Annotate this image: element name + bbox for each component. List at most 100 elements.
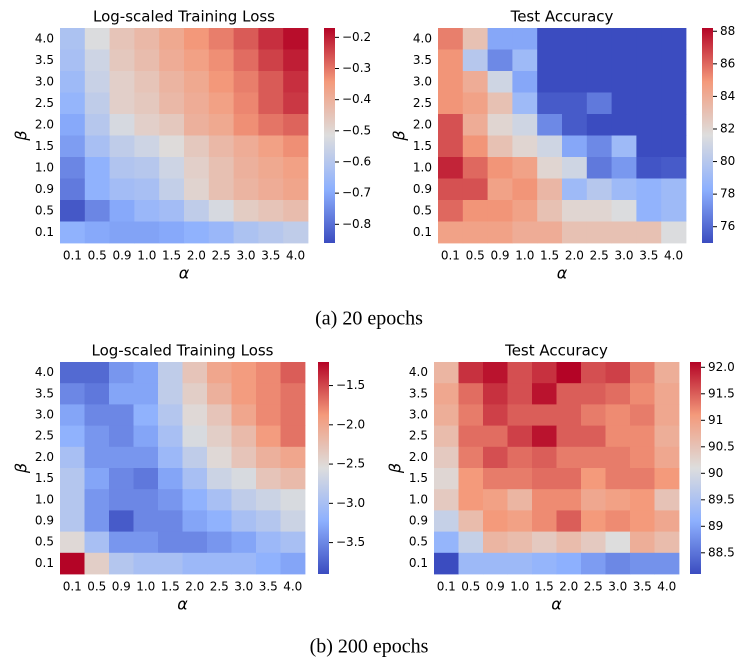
chart-title: Test Accuracy: [510, 8, 614, 26]
heatmap-cell: [611, 28, 637, 50]
heatmap-cell: [605, 468, 631, 490]
heatmap-cell: [630, 383, 655, 405]
heatmap-cell: [283, 28, 309, 50]
colorbar-tick-label: −0.2: [342, 30, 371, 44]
heatmap-cell: [256, 383, 281, 405]
heatmap-cell: [182, 531, 208, 554]
heatmap-cell: [532, 362, 557, 384]
heatmap-cell: [159, 92, 185, 115]
heatmap-cell: [184, 114, 210, 136]
heatmap-cell: [283, 92, 309, 115]
heatmap-cell: [661, 49, 687, 72]
x-tick-label: 0.1: [437, 580, 456, 594]
heatmap-cell: [562, 157, 588, 179]
heatmap-cell: [207, 446, 232, 469]
colorbar-tick-label: 91.5: [708, 386, 735, 400]
heatmap-cell: [182, 552, 208, 575]
heatmap-cell: [109, 362, 134, 384]
heatmap-cell: [133, 383, 159, 405]
heatmap-cell: [556, 404, 582, 426]
heatmap-cell: [458, 362, 484, 384]
heatmap-cell: [636, 135, 662, 158]
heatmap-cell: [507, 510, 533, 532]
x-axis-label: α: [177, 595, 188, 614]
heatmap-cell: [184, 92, 210, 115]
heatmap-cell: [158, 404, 183, 426]
x-tick-label: 3.5: [261, 249, 280, 263]
y-axis-label: β: [12, 463, 31, 474]
heatmap-cell: [60, 362, 85, 384]
heatmap-cell: [562, 200, 588, 222]
heatmap-cell: [208, 71, 234, 93]
x-tick-label: 2.5: [590, 249, 609, 263]
x-tick-label: 1.0: [510, 580, 529, 594]
heatmap-cell: [84, 531, 110, 554]
heatmap-cell: [184, 200, 210, 222]
heatmap-cell: [233, 71, 259, 93]
y-tick-label: 3.0: [409, 408, 428, 422]
heatmap-cell: [207, 531, 232, 554]
colorbar-tick-label: −0.3: [342, 61, 371, 75]
heatmap-cell: [208, 49, 234, 72]
y-tick-label: 0.1: [35, 556, 54, 570]
heatmap-cell: [630, 362, 655, 384]
heatmap-cell: [60, 178, 86, 201]
heatmap-cell: [109, 178, 135, 201]
x-axis-label: α: [551, 595, 562, 614]
y-tick-label: 0.5: [35, 203, 54, 217]
heatmap-cell: [630, 489, 655, 511]
heatmap-cell: [184, 28, 210, 50]
x-tick-label: 3.5: [639, 249, 658, 263]
y-tick-label: 1.5: [413, 139, 432, 153]
heatmap-cell: [182, 446, 208, 469]
heatmap-cell: [630, 510, 655, 532]
heatmap-cell: [109, 71, 135, 93]
heatmap-cell: [438, 135, 464, 158]
heatmap-cell: [630, 468, 655, 490]
heatmap-cell: [654, 489, 680, 511]
y-tick-label: 2.0: [35, 117, 54, 131]
heatmap-cell: [84, 28, 110, 50]
heatmap-cell: [487, 28, 513, 50]
heatmap-cell: [586, 28, 612, 50]
x-tick-label: 3.0: [234, 580, 253, 594]
heatmap-cell: [60, 425, 85, 448]
x-tick-label: 0.5: [87, 580, 106, 594]
x-tick-label: 4.0: [286, 249, 305, 263]
colorbar: [324, 28, 335, 243]
colorbar-tick-label: 84: [720, 89, 735, 103]
heatmap-cell: [661, 200, 687, 222]
heatmap-cell: [562, 28, 588, 50]
heatmap-cell: [462, 92, 488, 115]
heatmap-cell: [611, 114, 637, 136]
heatmap-cell: [60, 135, 86, 158]
heatmap-cell: [487, 135, 513, 158]
heatmap-cell: [512, 200, 538, 222]
colorbar-tick-label: −3.5: [336, 535, 365, 549]
heatmap-cell: [133, 404, 159, 426]
heatmap-cell: [462, 71, 488, 93]
y-tick-label: 0.9: [35, 182, 54, 196]
heatmap-cell: [134, 49, 160, 72]
heatmap-cell: [258, 28, 284, 50]
heatmap-cell: [512, 71, 538, 93]
heatmap-cell: [208, 157, 234, 179]
heatmap-cell: [109, 157, 135, 179]
heatmap-cell: [458, 510, 484, 532]
heatmap-cell: [507, 362, 533, 384]
heatmap-cell: [512, 221, 538, 244]
heatmap-cell: [158, 425, 183, 448]
heatmap-cell: [233, 200, 259, 222]
heatmap-cell: [280, 362, 306, 384]
heatmap-cell: [654, 468, 680, 490]
heatmap-cell: [562, 49, 588, 72]
heatmap-cell: [182, 362, 208, 384]
heatmap-cell: [207, 404, 232, 426]
y-tick-label: 0.9: [413, 182, 432, 196]
heatmap-cell: [84, 157, 110, 179]
heatmap-cell: [654, 531, 680, 554]
heatmap-cell: [537, 28, 563, 50]
y-axis-label: β: [12, 130, 31, 141]
y-tick-label: 2.0: [35, 450, 54, 464]
heatmap-cell: [256, 362, 281, 384]
